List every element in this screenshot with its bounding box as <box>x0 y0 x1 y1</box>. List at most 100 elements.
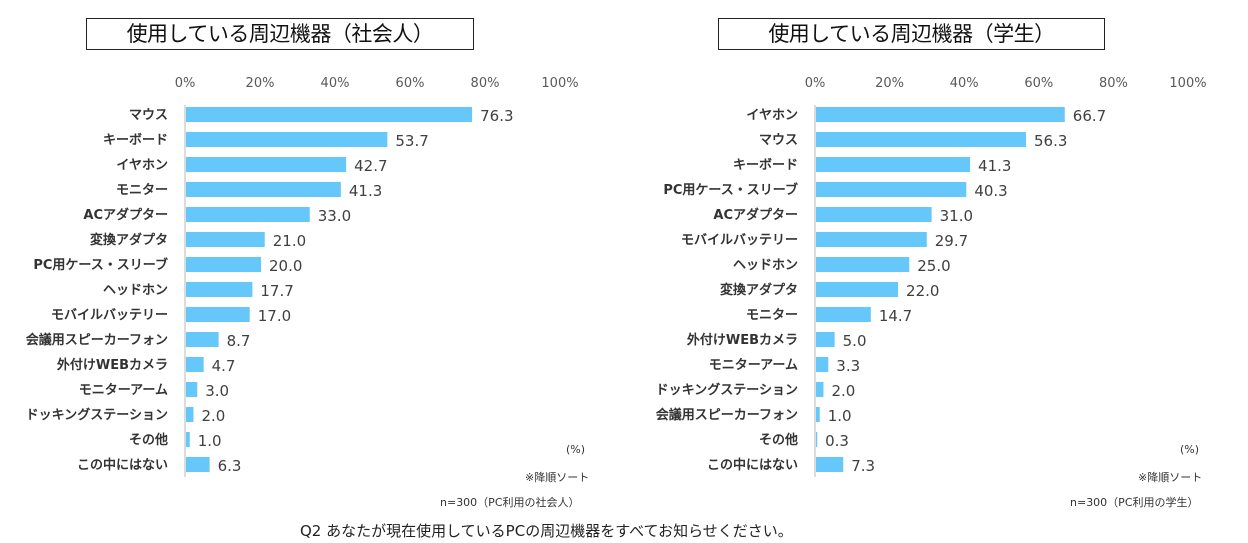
x-tick-label: 80% <box>1099 76 1128 91</box>
category-label: イヤホン <box>746 108 798 123</box>
bar <box>816 282 899 297</box>
value-label: 5.0 <box>843 332 867 350</box>
category-label: イヤホン <box>116 158 168 173</box>
category-label: モバイルバッテリー <box>681 233 798 248</box>
x-tick-label: 40% <box>950 76 979 91</box>
bar <box>816 457 844 472</box>
unit-label-left: (%) <box>566 443 586 456</box>
unit-label-right: (%) <box>1180 443 1200 456</box>
bar <box>816 332 835 347</box>
bar <box>186 307 250 322</box>
value-label: 1.0 <box>828 407 852 425</box>
sample-note-left: n=300（PC利用の社会人） <box>440 496 580 509</box>
bar <box>186 107 473 122</box>
survey-question: Q2 あなたが現在使用しているPCの周辺機器をすべてお知らせください。 <box>300 522 793 540</box>
bar <box>186 407 194 422</box>
x-tick-label: 60% <box>1024 76 1053 91</box>
x-tick-label: 0% <box>805 76 826 91</box>
sort-note-right: ※降順ソート <box>1138 471 1203 484</box>
category-label: 外付けWEBカメラ <box>56 357 168 373</box>
bar <box>186 207 310 222</box>
category-label: 変換アダプタ <box>720 282 798 298</box>
value-label: 17.0 <box>258 307 291 325</box>
x-tick-label: 80% <box>471 76 500 91</box>
x-tick-label: 20% <box>875 76 904 91</box>
x-tick-label: 60% <box>396 76 425 91</box>
x-tick-label: 20% <box>246 76 275 91</box>
bar <box>816 232 927 247</box>
bar <box>186 357 204 372</box>
value-label: 20.0 <box>269 257 302 275</box>
value-label: 56.3 <box>1034 132 1067 150</box>
x-tick-label: 0% <box>175 76 196 91</box>
chart-title-working-adults: 使用している周辺機器（社会人） <box>86 18 474 50</box>
bar <box>186 182 341 197</box>
value-label: 3.3 <box>836 357 860 375</box>
value-label: 76.3 <box>480 107 513 125</box>
category-label: PC用ケース・スリーブ <box>33 257 168 273</box>
category-label: ACアダプター <box>713 207 798 223</box>
value-label: 66.7 <box>1073 107 1106 125</box>
value-label: 0.3 <box>825 432 849 450</box>
value-label: 42.7 <box>354 157 387 175</box>
bar <box>186 382 198 397</box>
value-label: 1.0 <box>198 432 222 450</box>
value-label: 33.0 <box>318 207 351 225</box>
category-label: 会議用スピーカーフォン <box>26 332 168 348</box>
category-label: その他 <box>759 432 798 448</box>
value-label: 2.0 <box>202 407 226 425</box>
value-label: 17.7 <box>260 282 293 300</box>
bar <box>186 432 190 447</box>
category-label: モニター <box>116 183 168 198</box>
value-label: 14.7 <box>879 307 912 325</box>
bar <box>816 357 829 372</box>
bar <box>816 107 1065 122</box>
bar <box>816 432 818 447</box>
value-label: 25.0 <box>917 257 950 275</box>
bar <box>186 232 265 247</box>
bar <box>816 382 824 397</box>
value-label: 41.3 <box>349 182 382 200</box>
bar <box>816 407 820 422</box>
category-label: 変換アダプタ <box>90 232 168 248</box>
category-label: キーボード <box>733 157 798 173</box>
chart-title-students: 使用している周辺機器（学生） <box>718 18 1105 50</box>
category-label: その他 <box>129 432 168 448</box>
value-label: 31.0 <box>940 207 973 225</box>
bar <box>186 257 261 272</box>
category-label: この中にはない <box>77 457 168 473</box>
category-label: モバイルバッテリー <box>51 308 168 323</box>
bar <box>186 157 347 172</box>
value-label: 8.7 <box>227 332 251 350</box>
bar <box>816 307 871 322</box>
sample-note-right: n=300（PC利用の学生） <box>1070 496 1199 509</box>
bar <box>816 157 971 172</box>
sort-note-left: ※降順ソート <box>525 471 590 484</box>
category-label: マウス <box>759 133 798 148</box>
value-label: 29.7 <box>935 232 968 250</box>
value-label: 3.0 <box>205 382 229 400</box>
bar <box>816 257 910 272</box>
value-label: 4.7 <box>212 357 236 375</box>
bar <box>186 457 210 472</box>
x-tick-label: 100% <box>541 76 578 91</box>
bar <box>186 332 219 347</box>
category-label: モニターアーム <box>709 358 798 373</box>
value-label: 7.3 <box>851 457 875 475</box>
x-tick-label: 100% <box>1169 76 1206 91</box>
value-label: 41.3 <box>978 157 1011 175</box>
value-label: 6.3 <box>218 457 242 475</box>
bar <box>816 182 967 197</box>
category-label: キーボード <box>103 132 168 148</box>
bar <box>816 132 1026 147</box>
category-label: ACアダプター <box>83 207 168 223</box>
value-label: 53.7 <box>395 132 428 150</box>
x-tick-label: 40% <box>321 76 350 91</box>
value-label: 22.0 <box>906 282 939 300</box>
bar-chart-working-adults: 0% 20% 40% 60% 80% 100% マウス 76.3 キーボード 53.7 イヤホン 42… <box>26 76 579 477</box>
value-label: 2.0 <box>831 382 855 400</box>
category-label: モニター <box>746 308 798 323</box>
category-label: ヘッドホン <box>103 283 168 298</box>
category-label: ヘッドホン <box>733 258 798 273</box>
value-label: 40.3 <box>974 182 1007 200</box>
